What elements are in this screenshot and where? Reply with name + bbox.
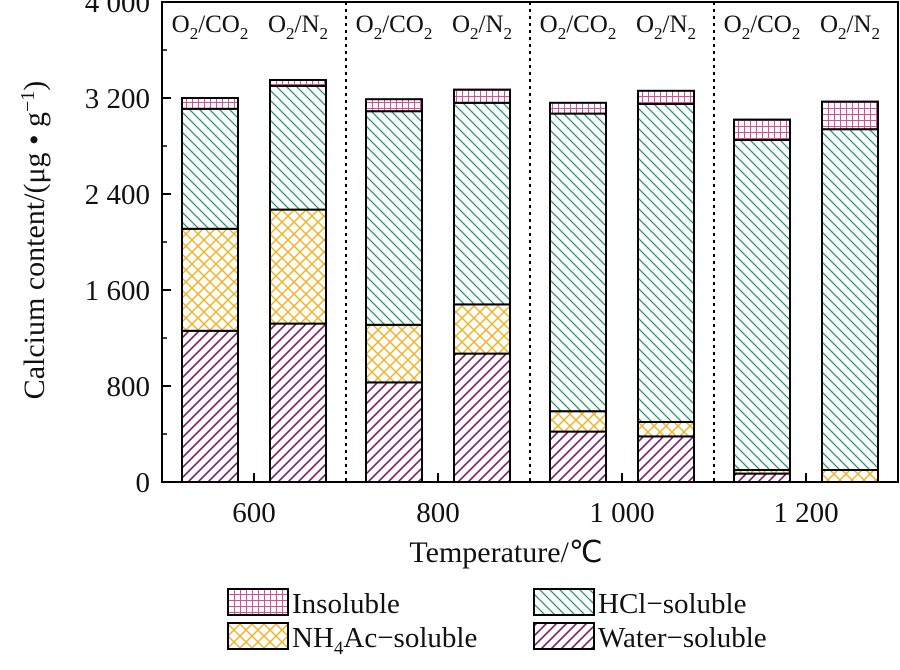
bar-segment-insoluble — [637, 89, 695, 106]
legend-item-nh4ac: NH4Ac−soluble — [227, 622, 477, 659]
y-tick-label: 2 400 — [85, 179, 150, 211]
bar-segment-hcl — [365, 110, 423, 326]
y-tick-label: 1 600 — [85, 275, 150, 307]
stacked-bar — [733, 118, 791, 484]
bar-segment-hcl — [181, 107, 239, 230]
x-tick-label: 800 — [416, 497, 460, 529]
bar-segment-hcl — [733, 139, 791, 471]
bar-segment-water — [549, 430, 607, 484]
bar-segment-insoluble — [269, 79, 327, 87]
atmosphere-label: O2/CO2 — [356, 11, 433, 43]
atmosphere-label: O2/CO2 — [540, 11, 617, 43]
bar-segment-hcl — [821, 128, 879, 471]
group-dividers — [345, 2, 715, 482]
bar-segment-insoluble — [549, 101, 607, 115]
x-axis: 600 800 1 000 1 200 — [232, 473, 839, 529]
bar-segment-insoluble — [181, 97, 239, 110]
stacked-bar — [181, 97, 239, 483]
bar-segment-water — [453, 352, 511, 483]
bar-segment-hcl — [453, 101, 511, 306]
atmosphere-labels: O2/CO2 O2/N2 O2/CO2 O2/N2 O2/CO2 O2/N2 O2/CO2 O… — [172, 11, 880, 43]
bar-segment-nh4ac — [365, 323, 423, 384]
y-tick-label: 0 — [136, 467, 151, 499]
bar-segment-water — [733, 472, 791, 484]
stacked-bar — [365, 98, 423, 483]
y-tick-label: 4 000 — [85, 0, 150, 19]
bars — [181, 79, 879, 484]
y-axis: 0 800 1 600 2 400 3 200 4 000 — [85, 0, 171, 499]
bar-segment-water — [269, 322, 327, 483]
legend-item-insoluble: Insoluble — [227, 588, 400, 620]
stacked-bar — [453, 88, 511, 483]
bar-segment-insoluble — [733, 118, 791, 141]
bar-segment-insoluble — [821, 100, 879, 131]
bar-segment-nh4ac — [549, 410, 607, 433]
legend-item-hcl: HCl−soluble — [533, 588, 746, 620]
bar-segment-nh4ac — [637, 421, 695, 438]
bar-segment-insoluble — [453, 88, 511, 104]
legend-swatch — [227, 622, 289, 650]
bar-segment-nh4ac — [453, 303, 511, 355]
x-tick-label: 1 000 — [589, 497, 654, 529]
legend-label: NH4Ac−soluble — [292, 622, 477, 659]
atmosphere-label: O2/N2 — [268, 11, 328, 43]
stacked-bar — [269, 79, 327, 483]
x-axis-title: Temperature/℃ — [409, 536, 602, 569]
bar-segment-hcl — [269, 85, 327, 211]
bar-segment-nh4ac — [269, 208, 327, 325]
bar-segment-water — [637, 435, 695, 483]
legend-swatch — [533, 588, 595, 616]
x-tick-label: 1 200 — [773, 497, 838, 529]
atmosphere-label: O2/N2 — [452, 11, 512, 43]
atmosphere-label: O2/N2 — [820, 11, 880, 43]
bar-segment-hcl — [549, 112, 607, 413]
legend-label: HCl−soluble — [598, 588, 746, 620]
atmosphere-label: O2/N2 — [636, 11, 696, 43]
legend: Insoluble HCl−soluble NH4Ac−soluble Water−s… — [227, 588, 767, 659]
bar-segment-water — [181, 329, 239, 483]
atmosphere-label: O2/CO2 — [172, 11, 249, 43]
bar-segment-hcl — [637, 103, 695, 423]
bar-segment-nh4ac — [821, 469, 879, 483]
y-tick-label: 3 200 — [85, 83, 150, 115]
legend-swatch — [227, 588, 289, 616]
stacked-bar — [637, 89, 695, 483]
bar-segment-insoluble — [365, 98, 423, 113]
legend-item-water: Water−soluble — [533, 622, 767, 654]
bar-segment-nh4ac — [181, 227, 239, 332]
legend-label: Insoluble — [292, 588, 400, 620]
x-tick-label: 600 — [232, 497, 276, 529]
stacked-bar — [549, 101, 607, 484]
y-tick-label: 800 — [107, 371, 151, 403]
legend-label: Water−soluble — [598, 622, 767, 654]
legend-swatch — [533, 622, 595, 650]
y-axis-title: Calcium content/(μg • g−1) — [17, 81, 51, 400]
stacked-bar — [821, 100, 879, 483]
atmosphere-label: O2/CO2 — [724, 11, 801, 43]
bar-segment-water — [365, 381, 423, 483]
